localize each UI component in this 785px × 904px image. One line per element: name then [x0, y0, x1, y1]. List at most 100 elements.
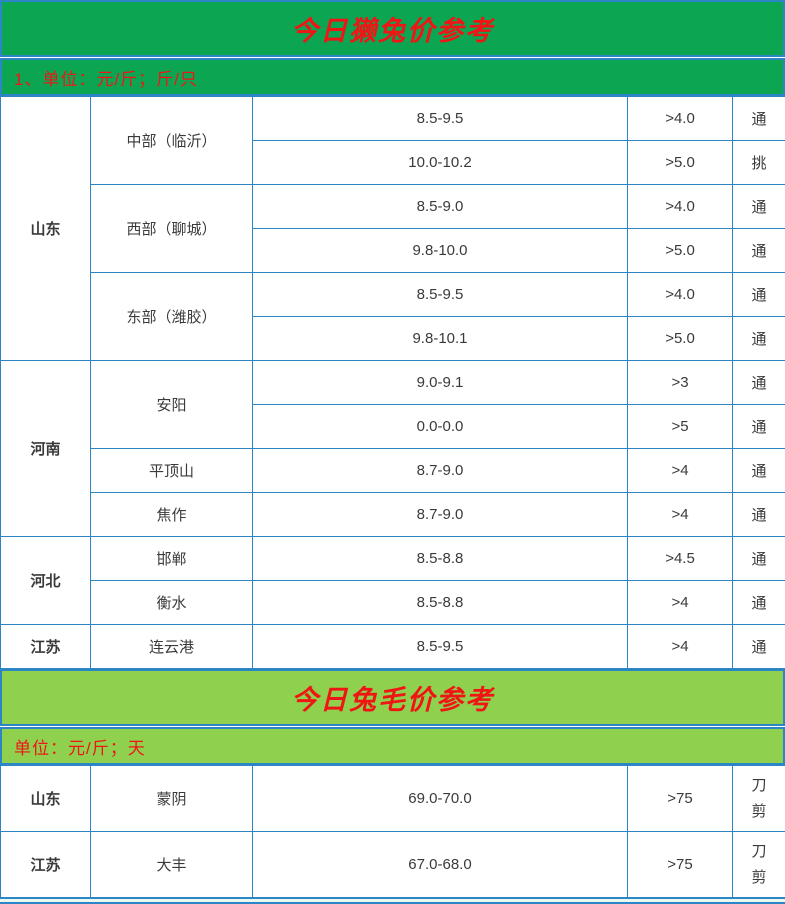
spec-cell: >4.0 — [628, 273, 733, 317]
cell-text: 挑 — [751, 155, 766, 172]
price-range-cell: 8.5-9.5 — [253, 97, 628, 141]
spec-cell: >4 — [628, 625, 733, 669]
region-cell: 衡水 — [91, 581, 253, 625]
cell-text: 通 — [751, 507, 766, 524]
grade-cell: 通 — [733, 581, 785, 625]
grade-cell: 通 — [733, 537, 785, 581]
fur-section-title: 今日兔毛价参考 — [291, 678, 494, 717]
grade-cell: 通 — [733, 625, 785, 669]
cell-text: 9.8-10.0 — [412, 242, 467, 259]
cell-text: >3 — [671, 374, 688, 391]
province-cell: 江苏 — [1, 832, 91, 898]
cell-text: 蒙阴 — [156, 791, 186, 808]
grade-cell: 通 — [733, 493, 785, 537]
price-range-cell: 9.8-10.0 — [253, 229, 628, 273]
cell-text: 69.0-70.0 — [408, 790, 471, 807]
cell-text: 通 — [751, 375, 766, 392]
cell-text: 8.7-9.0 — [417, 506, 464, 523]
spec-cell: >4.0 — [628, 97, 733, 141]
spec-cell: >75 — [628, 766, 733, 832]
spec-cell: >5.0 — [628, 229, 733, 273]
cell-text: 通 — [751, 287, 766, 304]
grade-cell: 通 — [733, 361, 785, 405]
cell-text: 8.5-8.8 — [417, 594, 464, 611]
price-range-cell: 8.7-9.0 — [253, 449, 628, 493]
cell-text: 8.5-9.5 — [417, 638, 464, 655]
table-row: 衡水 8.5-8.8 >4 通 — [1, 581, 785, 625]
cell-text: 河北 — [30, 573, 60, 590]
grade-cell: 通 — [733, 229, 785, 273]
spec-cell: >4 — [628, 581, 733, 625]
cell-text: 通 — [751, 463, 766, 480]
region-cell: 蒙阴 — [91, 766, 253, 832]
price-range-cell: 8.5-8.8 — [253, 581, 628, 625]
rex-unit-band: 1、单位：元/斤；斤/只 — [0, 58, 785, 96]
grade-cell: 通 — [733, 97, 785, 141]
price-range-cell: 8.7-9.0 — [253, 493, 628, 537]
grade-cell: 通 — [733, 317, 785, 361]
cell-text: 连云港 — [149, 639, 194, 656]
grade-cell: 通 — [733, 449, 785, 493]
region-cell: 西部（聊城） — [91, 185, 253, 273]
cell-text: 8.5-9.0 — [417, 198, 464, 215]
cell-text: 刀剪 — [750, 773, 767, 824]
rex-unit-note: 1、单位：元/斤；斤/只 — [14, 65, 198, 90]
fur-section-header: 今日兔毛价参考 — [0, 669, 785, 726]
cell-text: 9.0-9.1 — [417, 374, 464, 391]
fur-unit-band: 单位：元/斤；天 — [0, 727, 785, 765]
spec-cell: >5 — [628, 405, 733, 449]
cell-text: >4.0 — [665, 286, 695, 303]
region-cell: 平顶山 — [91, 449, 253, 493]
cell-text: 平顶山 — [149, 463, 194, 480]
cell-text: 大丰 — [156, 857, 186, 874]
cell-text: 通 — [751, 111, 766, 128]
rex-section-title: 今日獭兔价参考 — [291, 9, 494, 48]
spec-cell: >75 — [628, 832, 733, 898]
province-cell: 河北 — [1, 537, 91, 625]
spec-cell: >5.0 — [628, 317, 733, 361]
rex-section-header: 今日獭兔价参考 — [0, 0, 785, 57]
table-row: 山东 蒙阴 69.0-70.0 >75 刀剪 — [1, 766, 785, 832]
cell-text: >5 — [671, 418, 688, 435]
grade-cell: 通 — [733, 185, 785, 229]
province-cell: 河南 — [1, 361, 91, 537]
fur-unit-note: 单位：元/斤；天 — [14, 734, 146, 759]
cell-text: 山东 — [30, 791, 60, 808]
cell-text: 西部（聊城） — [126, 221, 216, 238]
grade-cell: 通 — [733, 405, 785, 449]
region-cell: 东部（潍胶） — [91, 273, 253, 361]
cell-text: 通 — [751, 595, 766, 612]
cell-text: 通 — [751, 331, 766, 348]
cell-text: 河南 — [30, 441, 60, 458]
cell-text: 刀剪 — [750, 839, 767, 890]
cell-text: 焦作 — [156, 507, 186, 524]
spec-cell: >5.0 — [628, 141, 733, 185]
price-range-cell: 8.5-9.5 — [253, 273, 628, 317]
cell-text: 安阳 — [156, 397, 186, 414]
price-range-cell: 0.0-0.0 — [253, 405, 628, 449]
cell-text: 8.7-9.0 — [417, 462, 464, 479]
grade-cell: 挑 — [733, 141, 785, 185]
cell-text: >4 — [671, 462, 688, 479]
grade-cell: 通 — [733, 273, 785, 317]
price-range-cell: 9.0-9.1 — [253, 361, 628, 405]
cell-text: 8.5-9.5 — [417, 110, 464, 127]
cell-text: 通 — [751, 639, 766, 656]
region-cell: 安阳 — [91, 361, 253, 449]
cell-text: 9.8-10.1 — [412, 330, 467, 347]
region-cell: 大丰 — [91, 832, 253, 898]
province-cell: 山东 — [1, 97, 91, 361]
cell-text: 10.0-10.2 — [408, 154, 471, 171]
cell-text: 通 — [751, 243, 766, 260]
cell-text: 江苏 — [30, 857, 60, 874]
price-range-cell: 8.5-9.0 — [253, 185, 628, 229]
cell-text: >5.0 — [665, 242, 695, 259]
